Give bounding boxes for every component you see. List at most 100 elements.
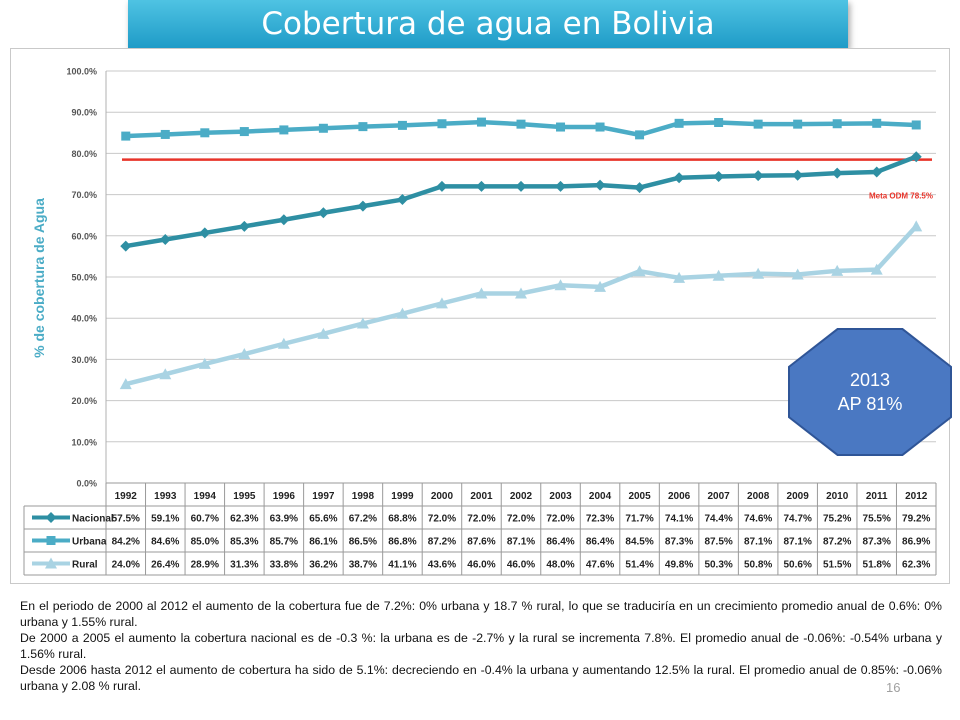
x-tick-label: 2000: [431, 491, 454, 502]
data-point-nacional: [159, 234, 171, 246]
x-tick-label: 1994: [194, 491, 217, 502]
legend-label-nacional: Nacional: [72, 514, 114, 525]
x-tick-label: 2010: [826, 491, 849, 502]
data-label-nacional: 74.4%: [704, 514, 732, 525]
data-label-urbana: 84.2%: [112, 537, 140, 548]
data-point-nacional: [199, 227, 211, 239]
y-tick-label: 20.0%: [71, 396, 97, 406]
data-label-urbana: 86.4%: [546, 537, 574, 548]
x-tick-label: 1997: [312, 491, 335, 502]
data-point-rural: [198, 357, 211, 369]
data-label-nacional: 75.5%: [863, 514, 891, 525]
x-tick-label: 1992: [115, 491, 138, 502]
page-number: 16: [886, 680, 901, 695]
data-label-rural: 51.4%: [625, 560, 653, 571]
data-point-rural: [712, 269, 725, 281]
data-point-rural: [238, 348, 251, 360]
data-point-nacional: [752, 170, 764, 182]
callout-year: 2013: [849, 370, 891, 390]
data-label-rural: 50.3%: [704, 560, 732, 571]
data-label-urbana: 84.5%: [625, 537, 653, 548]
data-label-urbana: 86.4%: [586, 537, 614, 548]
data-point-urbana: [635, 130, 645, 140]
data-point-nacional: [515, 180, 527, 192]
data-point-rural: [594, 280, 607, 292]
data-point-urbana: [397, 120, 407, 130]
data-point-urbana: [911, 120, 921, 130]
data-point-urbana: [121, 131, 131, 141]
data-point-urbana: [556, 122, 566, 132]
y-tick-label: 30.0%: [71, 355, 97, 365]
y-tick-label: 40.0%: [71, 314, 97, 324]
callout-2013: 2013 AP 81%: [790, 330, 950, 454]
data-label-nacional: 72.3%: [586, 514, 614, 525]
data-point-rural: [831, 264, 844, 276]
data-label-nacional: 68.8%: [388, 514, 416, 525]
data-label-urbana: 87.1%: [507, 537, 535, 548]
data-point-nacional: [436, 180, 448, 192]
data-label-urbana: 85.3%: [230, 537, 258, 548]
data-label-rural: 36.2%: [309, 560, 337, 571]
data-point-urbana: [793, 119, 803, 129]
data-label-urbana: 87.1%: [744, 537, 772, 548]
data-label-nacional: 74.6%: [744, 514, 772, 525]
data-point-rural: [277, 337, 290, 349]
data-point-nacional: [713, 170, 725, 182]
data-label-urbana: 87.3%: [665, 537, 693, 548]
data-point-nacional: [475, 180, 487, 192]
data-label-rural: 26.4%: [151, 560, 179, 571]
data-point-nacional: [555, 180, 567, 192]
note-paragraph: De 2000 a 2005 el aumento la cobertura n…: [20, 631, 942, 661]
y-tick-label: 100.0%: [66, 67, 97, 77]
data-point-nacional: [120, 240, 132, 252]
data-label-nacional: 62.3%: [230, 514, 258, 525]
data-point-nacional: [871, 166, 883, 178]
data-point-rural: [910, 220, 923, 232]
x-tick-label: 1996: [273, 491, 296, 502]
data-label-urbana: 84.6%: [151, 537, 179, 548]
data-label-rural: 46.0%: [467, 560, 495, 571]
reference-line-label: Meta ODM 78.5%: [869, 192, 933, 201]
data-point-urbana: [239, 127, 249, 137]
data-label-urbana: 87.2%: [823, 537, 851, 548]
data-label-nacional: 63.9%: [270, 514, 298, 525]
data-label-nacional: 67.2%: [349, 514, 377, 525]
data-point-rural: [356, 317, 369, 329]
data-point-urbana: [318, 123, 328, 133]
data-point-urbana: [160, 129, 170, 139]
x-tick-label: 1995: [233, 491, 256, 502]
data-point-nacional: [357, 200, 369, 212]
data-label-rural: 28.9%: [191, 560, 219, 571]
data-label-rural: 51.5%: [823, 560, 851, 571]
data-point-rural: [396, 307, 409, 319]
notes-text: En el periodo de 2000 al 2012 el aumento…: [20, 598, 942, 694]
data-label-nacional: 74.1%: [665, 514, 693, 525]
x-tick-label: 2003: [549, 491, 572, 502]
data-label-urbana: 87.1%: [783, 537, 811, 548]
data-label-rural: 49.8%: [665, 560, 693, 571]
data-label-rural: 46.0%: [507, 560, 535, 571]
data-label-rural: 24.0%: [112, 560, 140, 571]
data-label-rural: 62.3%: [902, 560, 930, 571]
data-point-rural: [752, 267, 765, 279]
data-point-urbana: [200, 128, 210, 138]
data-point-nacional: [831, 167, 843, 179]
data-label-nacional: 79.2%: [902, 514, 930, 525]
data-point-rural: [870, 263, 883, 275]
data-point-rural: [119, 378, 132, 390]
data-label-nacional: 65.6%: [309, 514, 337, 525]
data-point-urbana: [358, 122, 368, 132]
x-tick-label: 2011: [866, 491, 888, 502]
x-tick-label: 2004: [589, 491, 612, 502]
data-point-urbana: [714, 118, 724, 127]
y-tick-label: 0.0%: [76, 479, 97, 489]
data-point-nacional: [673, 172, 685, 184]
x-tick-label: 2001: [470, 491, 493, 502]
x-tick-label: 2005: [628, 491, 651, 502]
x-tick-label: 1998: [352, 491, 375, 502]
data-label-nacional: 72.0%: [467, 514, 495, 525]
y-tick-label: 10.0%: [71, 437, 97, 447]
data-label-nacional: 72.0%: [546, 514, 574, 525]
note-paragraph: En el periodo de 2000 al 2012 el aumento…: [20, 599, 942, 629]
data-point-rural: [475, 287, 488, 299]
